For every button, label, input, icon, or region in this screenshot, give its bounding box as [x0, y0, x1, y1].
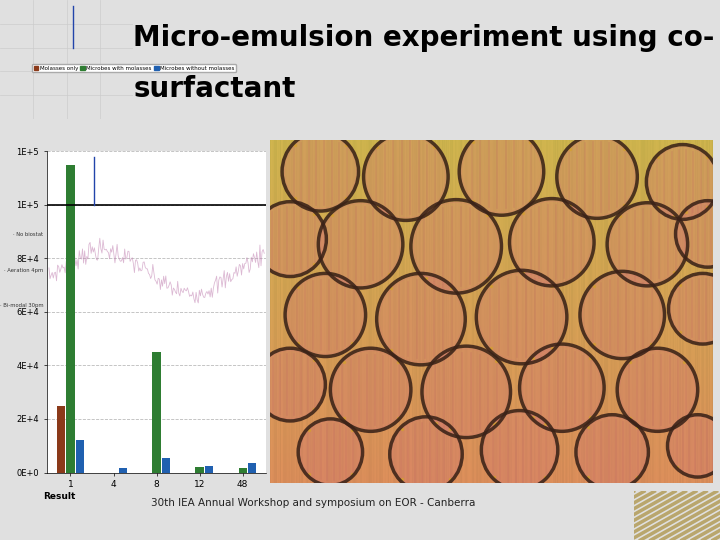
Circle shape: [413, 202, 499, 291]
Circle shape: [462, 130, 541, 213]
Bar: [119, 469, 127, 472]
Legend: Molasses only, Microbes with molasses, Microbes without molasses: Molasses only, Microbes with molasses, M…: [32, 64, 236, 72]
Circle shape: [479, 273, 564, 361]
Circle shape: [582, 273, 662, 356]
Text: surfactant: surfactant: [133, 75, 296, 103]
Circle shape: [320, 203, 401, 286]
Bar: [205, 466, 213, 472]
Circle shape: [300, 421, 361, 484]
Circle shape: [256, 204, 325, 275]
Circle shape: [256, 350, 323, 419]
Bar: [76, 441, 84, 472]
Circle shape: [333, 350, 409, 429]
Circle shape: [522, 346, 602, 429]
Circle shape: [366, 136, 446, 218]
Bar: [162, 458, 170, 472]
Circle shape: [424, 348, 508, 435]
Circle shape: [483, 413, 556, 488]
Circle shape: [669, 416, 720, 476]
Circle shape: [287, 275, 364, 354]
Bar: [196, 467, 204, 472]
Circle shape: [512, 201, 592, 284]
Circle shape: [648, 146, 717, 218]
Circle shape: [577, 416, 647, 488]
Text: Micro-emulsion experiment using co-: Micro-emulsion experiment using co-: [133, 24, 714, 52]
Circle shape: [619, 350, 696, 429]
Circle shape: [559, 137, 635, 216]
Circle shape: [670, 275, 720, 342]
Bar: [153, 352, 161, 472]
Text: · Aeration 4pm: · Aeration 4pm: [4, 268, 43, 273]
Text: · Bi-modal 30pm: · Bi-modal 30pm: [0, 303, 43, 308]
Circle shape: [678, 202, 720, 266]
Bar: [66, 165, 75, 472]
Bar: [248, 463, 256, 472]
Bar: [57, 406, 66, 472]
Text: · No biostat: · No biostat: [13, 232, 43, 237]
Text: Result: Result: [43, 491, 76, 501]
Text: 30th IEA Annual Workshop and symposium on EOR - Canberra: 30th IEA Annual Workshop and symposium o…: [151, 498, 476, 508]
Circle shape: [379, 276, 463, 362]
Circle shape: [284, 134, 356, 209]
Bar: [238, 469, 247, 472]
Circle shape: [392, 418, 460, 490]
Circle shape: [609, 205, 685, 284]
